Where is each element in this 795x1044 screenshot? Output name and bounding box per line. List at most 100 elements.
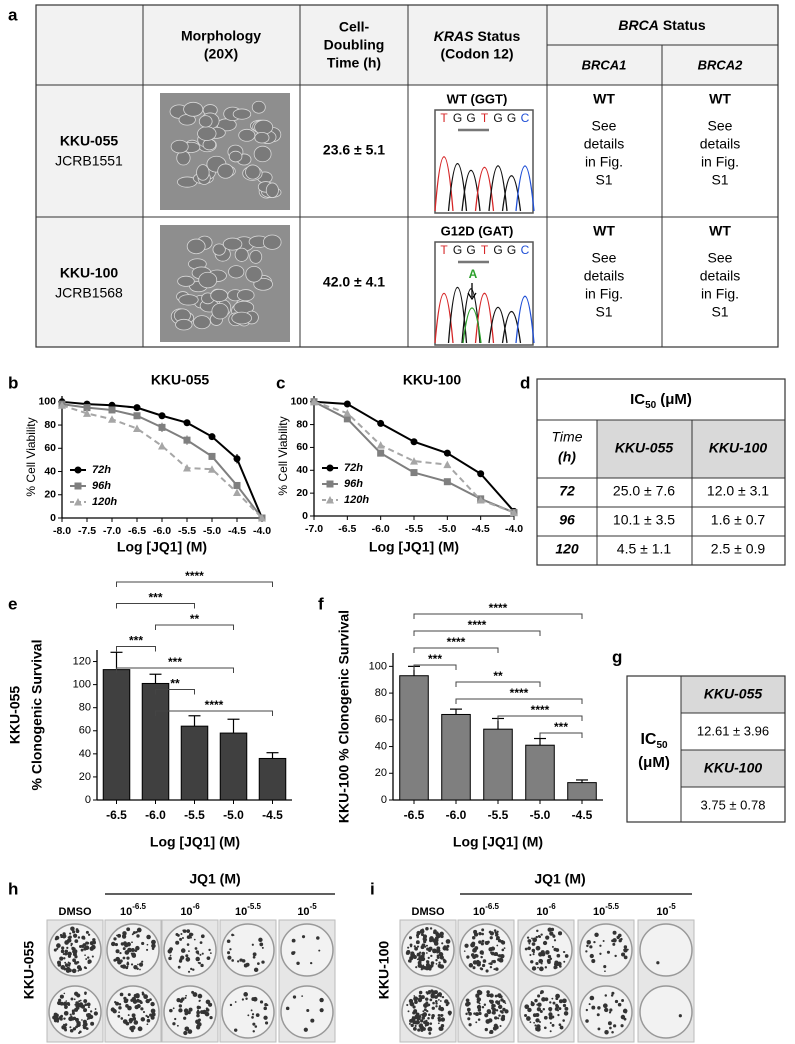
colony <box>417 963 423 968</box>
base: C <box>521 243 530 257</box>
text-part: -5.5 <box>247 902 261 911</box>
colony <box>586 940 591 945</box>
colony <box>60 949 65 954</box>
colony <box>85 958 88 960</box>
colony <box>417 1028 421 1032</box>
dose-label: 10-5.5 <box>593 902 620 918</box>
colony <box>291 938 296 943</box>
colony <box>421 951 426 956</box>
colony <box>468 1023 472 1027</box>
colony <box>551 1015 555 1019</box>
colony <box>197 1022 202 1027</box>
cell <box>186 238 206 255</box>
text-part: -6.5 <box>132 902 146 911</box>
colony <box>424 1005 427 1009</box>
dose-label: 10-6.5 <box>473 902 500 918</box>
y-tick-label: 40 <box>296 464 308 476</box>
text-part: (μM) <box>660 391 692 408</box>
colony <box>538 958 544 964</box>
colony <box>536 929 539 933</box>
colony <box>431 991 434 995</box>
colony <box>479 967 483 970</box>
colony <box>494 1016 498 1020</box>
colony <box>602 939 605 942</box>
colony <box>422 934 428 939</box>
colony <box>250 1009 253 1012</box>
kras-status: G12D (GAT) <box>441 223 514 238</box>
colony <box>127 993 131 997</box>
colony <box>76 1021 79 1024</box>
colony <box>145 1014 148 1017</box>
colony <box>122 956 126 960</box>
colony <box>551 945 554 948</box>
colony <box>616 935 620 940</box>
colony <box>475 1021 478 1024</box>
marker <box>326 480 334 488</box>
cell <box>178 294 199 306</box>
colony <box>204 1011 210 1017</box>
marker <box>476 496 485 504</box>
colony <box>135 945 140 951</box>
colony <box>564 1006 569 1011</box>
colony <box>197 993 203 999</box>
colony <box>549 1001 552 1004</box>
colony <box>61 1025 66 1030</box>
marker <box>183 436 191 444</box>
colony <box>255 1013 260 1018</box>
colony <box>129 1026 134 1031</box>
colony <box>81 1019 83 1021</box>
text-part: 10 <box>536 906 548 918</box>
colony <box>464 943 469 948</box>
colony <box>227 951 231 955</box>
colony <box>481 963 486 968</box>
colony <box>493 968 496 971</box>
colony <box>175 940 180 945</box>
brca-note: See <box>708 250 733 266</box>
colony <box>475 993 480 998</box>
colony <box>121 934 127 939</box>
marker <box>133 424 141 433</box>
colony <box>440 1017 446 1022</box>
colony <box>429 998 433 1002</box>
colony <box>497 1017 500 1020</box>
colony <box>421 928 424 931</box>
colony <box>478 931 482 936</box>
colony <box>141 992 145 996</box>
significance-bracket <box>413 613 583 619</box>
colony <box>133 964 138 970</box>
bar <box>567 782 597 801</box>
colony <box>412 1005 416 1009</box>
colony <box>497 1004 503 1010</box>
colony <box>623 955 628 960</box>
brca-note: in Fig. <box>585 154 623 170</box>
text-part: IC <box>640 731 656 748</box>
colony <box>129 1020 133 1024</box>
colony <box>527 1007 532 1013</box>
colony <box>245 997 248 1000</box>
colony <box>443 960 446 963</box>
colony <box>122 943 124 946</box>
colony <box>231 959 234 962</box>
cell <box>198 115 213 128</box>
colony <box>126 956 130 960</box>
colony <box>540 990 544 994</box>
colony <box>623 1017 627 1021</box>
colony <box>64 1005 68 1009</box>
colony <box>428 1013 431 1017</box>
colony <box>489 962 493 966</box>
colony <box>409 957 413 961</box>
colony <box>585 950 588 953</box>
colony <box>199 999 201 1002</box>
x-axis-label: Log [JQ1] (M) <box>453 834 543 850</box>
significance-label: **** <box>531 703 550 717</box>
text-part: -5 <box>669 902 677 911</box>
colony <box>468 963 474 968</box>
significance-bracket <box>155 624 234 630</box>
colony <box>433 941 439 946</box>
colony <box>186 935 191 940</box>
colony <box>478 1002 481 1005</box>
colony <box>594 932 599 938</box>
base: G <box>453 243 462 257</box>
colony <box>208 948 211 952</box>
ic50-value: 10.1 ± 3.5 <box>613 512 675 528</box>
